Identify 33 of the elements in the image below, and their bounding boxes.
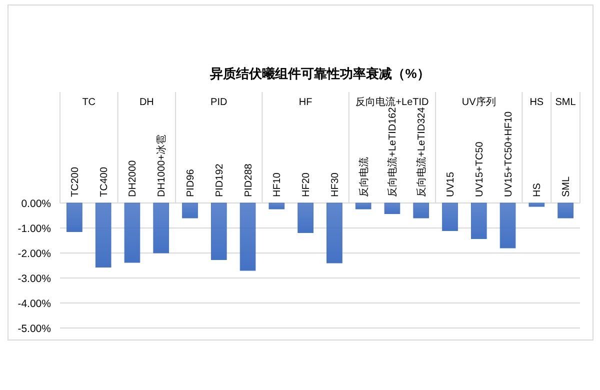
x-tick-label: HS — [532, 182, 544, 197]
x-tick-label: HF10 — [272, 172, 284, 197]
text: HF — [298, 97, 312, 108]
chart-title: 异质结伏曦组件可靠性功率衰减（%） — [209, 66, 430, 81]
x-tick-label: PID96 — [186, 168, 196, 197]
y-tick-label: -5.00% — [18, 323, 51, 335]
x-tick-label: SML — [561, 176, 572, 197]
y-tick-label: -2.00% — [18, 248, 51, 260]
x-tick-label: PID192 — [214, 163, 226, 197]
x-tick-label: 反向电流+LeTID162 — [386, 106, 399, 197]
text: PID — [210, 97, 228, 108]
y-tick-label: 0.00% — [21, 198, 51, 210]
text: HS — [530, 97, 544, 108]
text: TC — [82, 97, 96, 108]
text: SML — [555, 97, 576, 108]
x-tick-label: 反向电流+LeTID324 — [416, 106, 428, 197]
x-tick-label: DH2000 — [128, 160, 139, 197]
text: DH — [139, 97, 154, 108]
x-tick-label: TC200 — [70, 166, 81, 197]
text: UV序列 — [462, 96, 496, 108]
x-tick-label: PID288 — [243, 163, 254, 197]
x-tick-label: 反向电流 — [358, 157, 370, 197]
x-tick-label: UV15 — [446, 172, 456, 197]
y-tick-label: -1.00% — [18, 223, 51, 235]
text: 反向电流+LeTID — [356, 96, 429, 108]
x-tick-label: DH1000+冰雹 — [156, 134, 168, 197]
x-tick-label: TC400 — [98, 166, 110, 197]
x-tick-label: UV15+TC50+HF10 — [503, 110, 514, 197]
y-tick-label: -3.00% — [18, 273, 51, 285]
y-tick-label: -4.00% — [18, 298, 51, 310]
x-tick-label: HF30 — [330, 172, 341, 197]
x-tick-label: HF20 — [301, 172, 312, 197]
x-tick-label: UV15+TC50 — [474, 141, 486, 197]
